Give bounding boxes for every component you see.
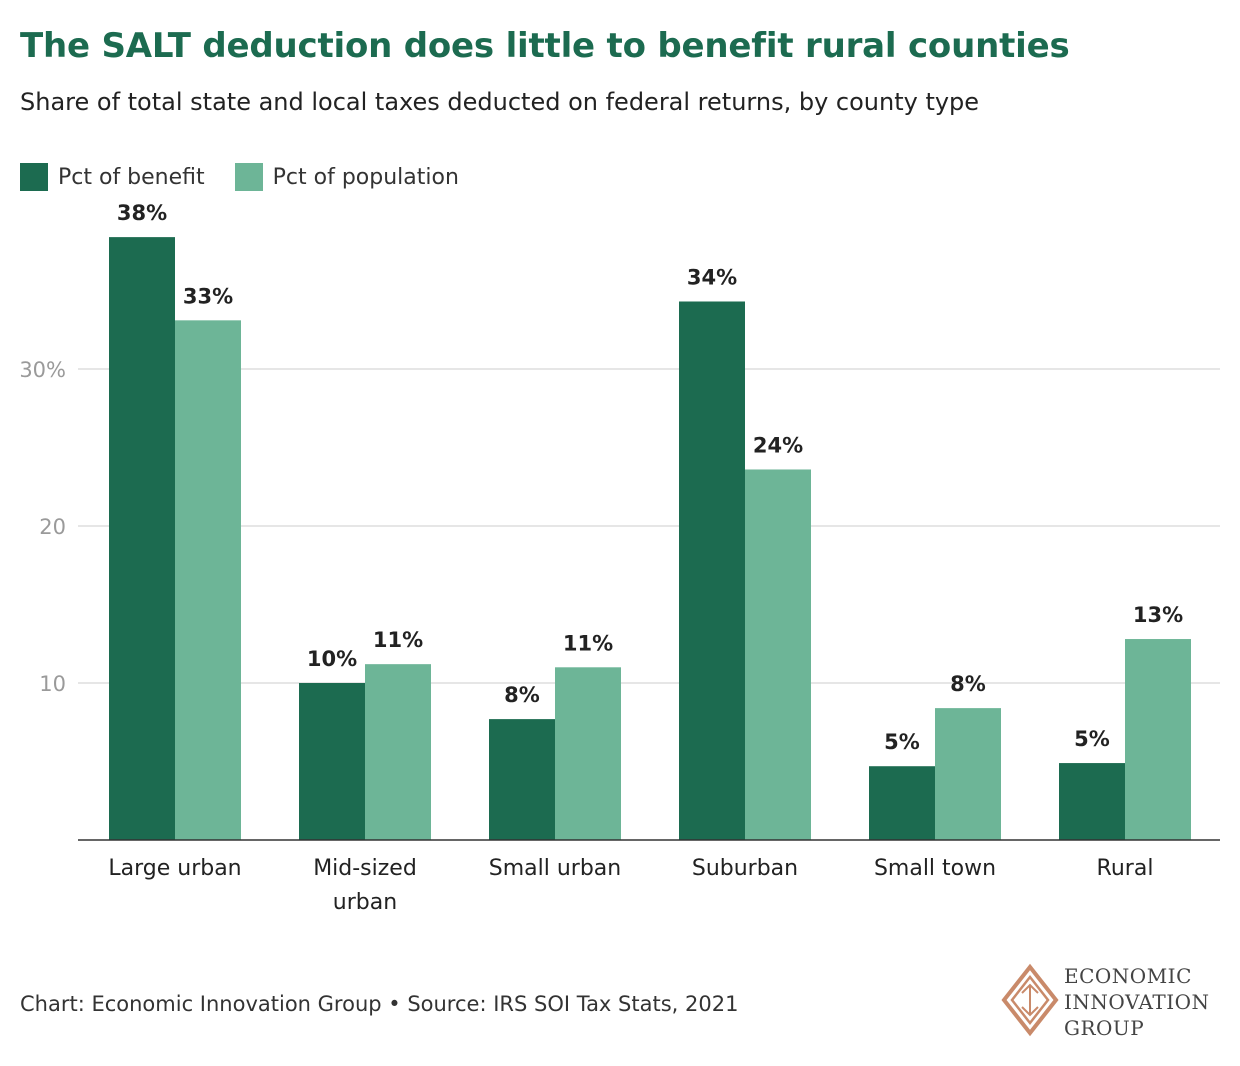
legend-swatch-benefit	[20, 163, 48, 191]
bar-population	[555, 667, 621, 840]
bar-value-label: 24%	[753, 433, 803, 457]
bars	[109, 237, 1191, 841]
bar-benefit	[299, 683, 365, 840]
diamond-logo-icon	[1001, 963, 1059, 1037]
bar-value-label: 11%	[373, 628, 423, 652]
x-category-label: Rural	[1097, 856, 1154, 881]
bar-value-label: 34%	[687, 265, 737, 289]
bar-value-label: 8%	[950, 672, 986, 696]
bar-benefit	[1059, 763, 1125, 840]
bar-value-label: 10%	[307, 647, 357, 671]
x-category-label: Suburban	[692, 856, 798, 881]
y-tick-label: 10	[39, 672, 66, 696]
x-category-label: Large urban	[108, 856, 241, 881]
bar-population	[365, 664, 431, 840]
x-category-label-line: Large urban	[108, 856, 241, 881]
y-tick-label: 30%	[19, 358, 66, 382]
bar-benefit	[679, 301, 745, 840]
bar-value-label: 33%	[183, 284, 233, 308]
data-labels: 38% 33% 10% 11% 8% 11% 34% 24% 5% 8% 5% 13%	[117, 201, 1183, 754]
page-subtitle: Share of total state and local taxes ded…	[20, 88, 980, 116]
page-title: The SALT deduction does little to benefi…	[20, 26, 1070, 66]
x-category-label-line: Rural	[1097, 856, 1154, 881]
bar-population	[175, 320, 241, 841]
bar-value-label: 5%	[1074, 727, 1110, 751]
bar-value-label: 8%	[504, 683, 540, 707]
x-axis-labels: Large urban Mid-sized urban Small urban Subu…	[108, 856, 1153, 915]
x-category-label: Mid-sized urban	[313, 856, 417, 915]
bar-benefit	[489, 719, 555, 840]
x-category-label-line: Suburban	[692, 856, 798, 881]
legend-label-population: Pct of population	[272, 164, 459, 190]
chart-credit: Chart: Economic Innovation Group • Sourc…	[20, 992, 739, 1016]
x-category-label: Small urban	[489, 856, 621, 881]
logo-line-1: ECONOMIC	[1064, 964, 1192, 988]
bar-population	[745, 469, 811, 840]
bar-population	[935, 708, 1001, 840]
bar-value-label: 38%	[117, 201, 167, 225]
x-category-label-line: urban	[333, 890, 397, 915]
eig-logo: ECONOMIC INNOVATION GROUP	[1000, 963, 1225, 1041]
x-category-label: Small town	[874, 856, 996, 881]
bar-population	[1125, 639, 1191, 840]
y-axis-ticks: 10 20 30%	[19, 358, 66, 696]
bar-value-label: 5%	[884, 730, 920, 754]
x-category-label-line: Small town	[874, 856, 996, 881]
x-category-label-line: Small urban	[489, 856, 621, 881]
bar-value-label: 13%	[1133, 603, 1183, 627]
bar-benefit	[869, 766, 935, 840]
legend-item-population: Pct of population	[234, 163, 459, 191]
logo-wordmark: ECONOMIC INNOVATION GROUP	[1064, 963, 1210, 1041]
y-tick-label: 20	[39, 515, 66, 539]
x-category-label-line: Mid-sized	[313, 856, 417, 881]
legend: Pct of benefit Pct of population	[20, 163, 489, 191]
logo-line-2: INNOVATION	[1064, 990, 1210, 1014]
legend-swatch-population	[234, 163, 263, 191]
bar-benefit	[109, 237, 175, 840]
legend-label-benefit: Pct of benefit	[58, 164, 205, 190]
gridlines	[78, 368, 1220, 684]
logo-line-3: GROUP	[1064, 1016, 1145, 1040]
bar-value-label: 11%	[563, 631, 613, 655]
legend-item-benefit: Pct of benefit	[20, 163, 205, 191]
